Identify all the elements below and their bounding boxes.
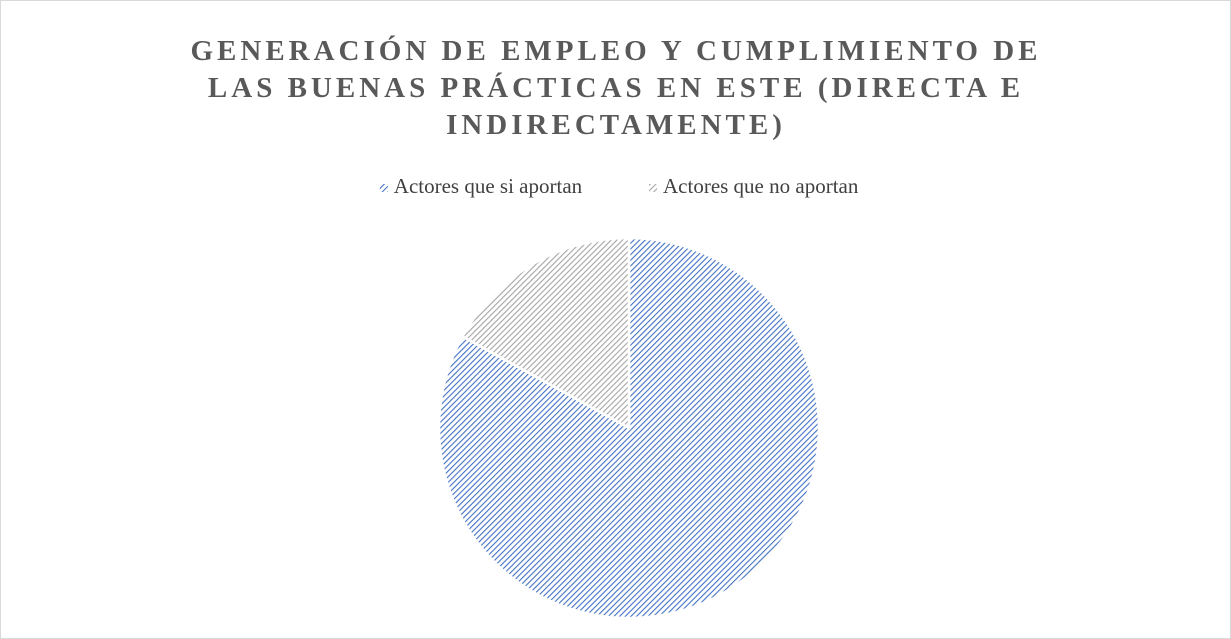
pie-slice [460, 236, 631, 431]
legend-marker [379, 184, 388, 192]
legend-label: Actores que no aportan [663, 174, 859, 198]
legend-label: Actores que si aportan [394, 174, 583, 198]
legend-marker [649, 184, 657, 192]
chart-title: GENERACIÓN DE EMPLEO Y CUMPLIMIENTO DE L… [190, 35, 1042, 141]
